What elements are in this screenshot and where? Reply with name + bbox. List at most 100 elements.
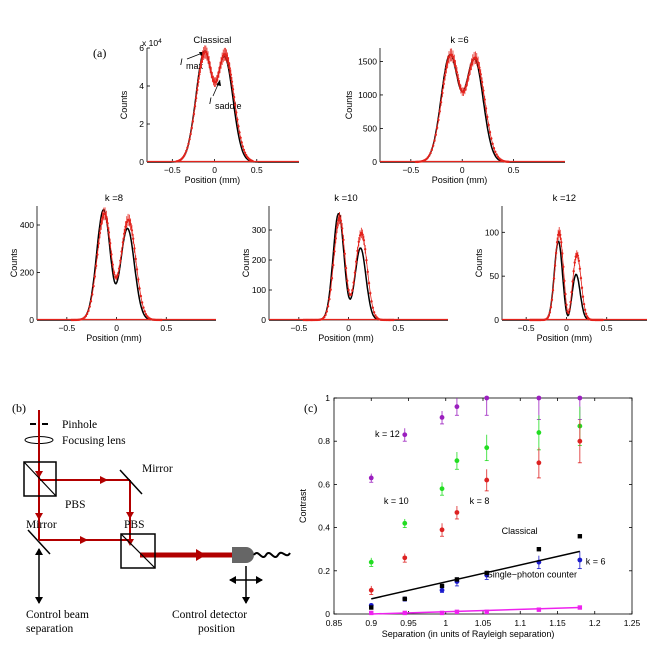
y-tick-label: 100 (252, 285, 266, 295)
x-tick-label: −0.5 (402, 165, 419, 175)
y-tick-label: 400 (20, 220, 34, 230)
x-axis-label: Position (mm) (318, 333, 374, 343)
data-point (484, 570, 489, 576)
y-tick-label: 200 (20, 268, 34, 278)
y-tick-label: 0.4 (318, 523, 330, 533)
data-point (439, 527, 445, 533)
data-point (368, 587, 374, 593)
label-pbs-bottom: PBS (124, 519, 144, 531)
y-axis-label: Counts (344, 90, 354, 119)
y-tick-label: 50 (490, 271, 500, 281)
data-line (416, 54, 509, 163)
fit-line (371, 550, 581, 600)
data-point (577, 395, 583, 401)
data-point (402, 520, 408, 526)
label-pbs-top: PBS (65, 499, 85, 511)
series-label: k = 6 (586, 556, 606, 566)
data-series (380, 48, 565, 164)
y-tick-label: 0.8 (318, 436, 330, 446)
data-point (369, 610, 374, 616)
data-point (577, 557, 583, 563)
data-point (368, 475, 374, 481)
y-tick-label: 0 (29, 315, 34, 325)
mirror-left (27, 529, 51, 555)
x-tick-label: −0.5 (518, 323, 535, 333)
data-point (369, 605, 374, 610)
chart-title: Classical (193, 35, 231, 46)
y-tick-label: 200 (252, 255, 266, 265)
x-axis-label: Position (mm) (537, 333, 593, 343)
svg-text:I: I (180, 57, 183, 67)
y-tick-label: 300 (252, 225, 266, 235)
exponent-label: x 104 (142, 38, 162, 48)
y-axis-label: Counts (119, 90, 129, 119)
x-tick-label: 0.5 (601, 323, 613, 333)
data-series (502, 227, 647, 322)
profile-chart-3: −0.5 0 0.5 0 100 200 300 k =10 Position (mm) Coun… (241, 193, 448, 343)
y-axis-label: Counts (474, 248, 484, 277)
y-tick-label: 2 (139, 119, 144, 129)
series-single-photon-counter: Single−photon counter (369, 569, 583, 616)
y-tick-label: 0 (261, 315, 266, 325)
series-label: k = 10 (384, 496, 409, 506)
y-tick-label: 0 (325, 609, 330, 619)
setup-diagram: Pinhole Focusing lens PBS Mirror Mirror … (23, 410, 291, 635)
theory-curve (380, 53, 565, 163)
data-series (147, 45, 299, 163)
data-point (439, 587, 445, 593)
y-tick-label: 500 (363, 123, 377, 133)
data-point (454, 404, 460, 410)
x-tick-label: 0 (114, 323, 119, 333)
x-tick-label: 1.1 (514, 618, 526, 628)
series-k-10: k = 10 (368, 406, 583, 567)
contrast-chart: 0.85 0.9 0.95 1 1.05 1.1 1.15 1.2 1.25 0 0.2 0.4 0.6… (298, 393, 641, 639)
data-line (530, 231, 603, 321)
x-axis-label: Separation (in units of Rayleigh separat… (382, 629, 555, 639)
series-k-12: k = 12 (368, 395, 583, 483)
x-axis-label: Position (mm) (185, 175, 241, 185)
data-point (484, 445, 490, 451)
detector (232, 547, 254, 563)
data-point (536, 607, 542, 612)
x-axis-label: Position (mm) (432, 175, 488, 185)
y-tick-label: 100 (485, 227, 499, 237)
svg-text:saddle: saddle (215, 101, 242, 111)
y-tick-label: 0.6 (318, 479, 330, 489)
data-point (484, 395, 490, 401)
data-point (577, 605, 583, 610)
series-label: k = 12 (375, 429, 400, 439)
y-tick-label: 1000 (358, 90, 377, 100)
x-tick-label: −0.5 (58, 323, 75, 333)
mirror-top (119, 469, 143, 495)
data-point (368, 559, 374, 565)
label-focusing-lens: Focusing lens (62, 435, 126, 447)
label-mirror-top: Mirror (142, 463, 173, 475)
x-tick-label: −0.5 (290, 323, 307, 333)
x-axis-label: Position (mm) (86, 333, 142, 343)
detector-cable (253, 551, 291, 558)
label-control-beam-2: separation (26, 623, 74, 635)
theory-curve (269, 212, 448, 321)
x-tick-label: 0 (212, 165, 217, 175)
data-point (454, 609, 460, 615)
x-tick-label: 0 (564, 323, 569, 333)
y-axis-label: Counts (241, 248, 251, 277)
panel-label-a: (a) (93, 46, 106, 60)
data-point (454, 510, 460, 515)
label-control-detector-1: Control detector (172, 609, 247, 621)
y-tick-label: 0 (372, 157, 377, 167)
svg-text:I: I (209, 96, 212, 106)
y-tick-label: 0 (139, 157, 144, 167)
data-point (454, 577, 460, 582)
y-tick-label: 4 (139, 81, 144, 91)
panel-label-c: (c) (304, 401, 317, 415)
label-mirror-left: Mirror (26, 519, 57, 531)
x-tick-label: 1.15 (549, 618, 566, 628)
data-point (439, 610, 445, 616)
data-line (71, 213, 162, 321)
data-point (577, 438, 583, 444)
data-point (454, 458, 460, 464)
x-tick-label: 0.5 (160, 323, 172, 333)
y-tick-label: 0.2 (318, 566, 330, 576)
